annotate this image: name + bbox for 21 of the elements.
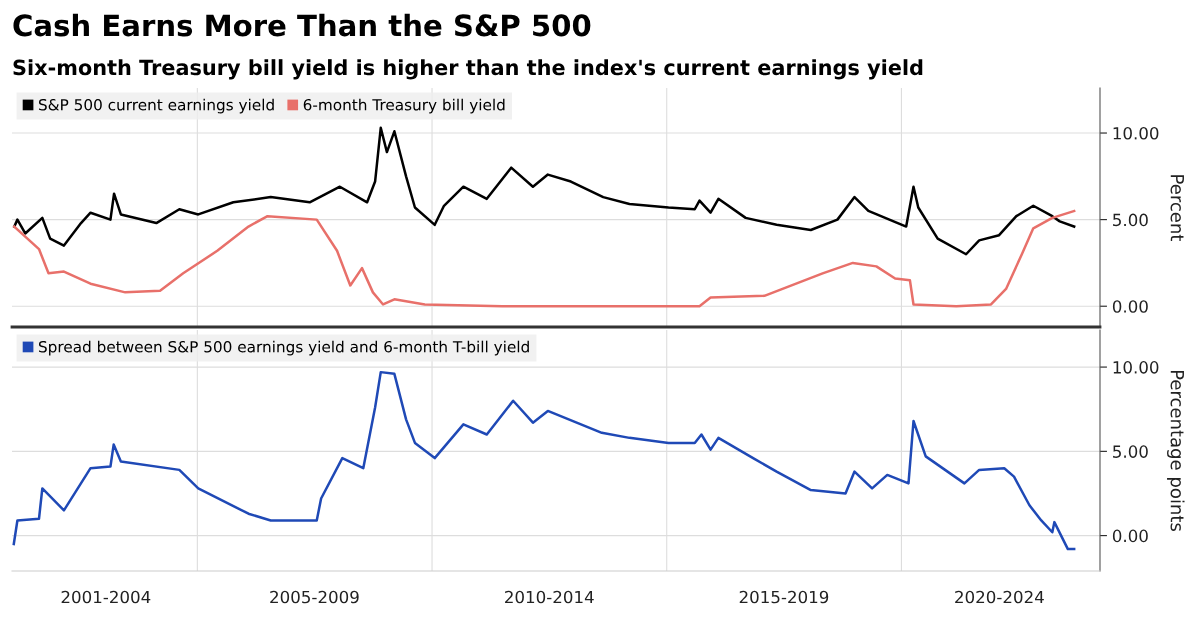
- y-tick-label: 10.00: [1113, 126, 1159, 140]
- y-axis-title: Percent: [1170, 175, 1184, 242]
- line-series: [13, 126, 1076, 256]
- chart-subtitle: Six-month Treasury bill yield is higher than the index's current earnings yield: [13, 59, 923, 80]
- y-tick-label: 10.00: [1113, 361, 1159, 374]
- legend-label: S&P 500 current earnings yield: [38, 98, 274, 114]
- y-tick-label: 5.00: [1113, 213, 1148, 227]
- chart-title: Cash Earns More Than the S&P 500: [13, 13, 591, 37]
- x-tick-label: 2010-2014: [505, 590, 594, 604]
- y-tick-label: 0.00: [1112, 300, 1148, 313]
- y-axis-title: Percentage points: [1167, 370, 1185, 531]
- line-series: [12, 370, 1076, 551]
- legend-label: Spread between S&P 500 earnings yield and 6-month T-bill yield: [38, 340, 529, 356]
- legend-label: 6-month Treasury bill yield: [303, 98, 505, 114]
- x-tick-label: 2020-2024: [955, 590, 1044, 604]
- line-series: [13, 209, 1076, 308]
- x-tick-label: 2015-2019: [739, 590, 829, 604]
- x-tick-label: 2001-2004: [61, 590, 151, 604]
- x-tick-label: 2005-2009: [270, 590, 359, 604]
- y-tick-label: 5.00: [1113, 445, 1148, 458]
- y-tick-label: 0.00: [1112, 529, 1148, 543]
